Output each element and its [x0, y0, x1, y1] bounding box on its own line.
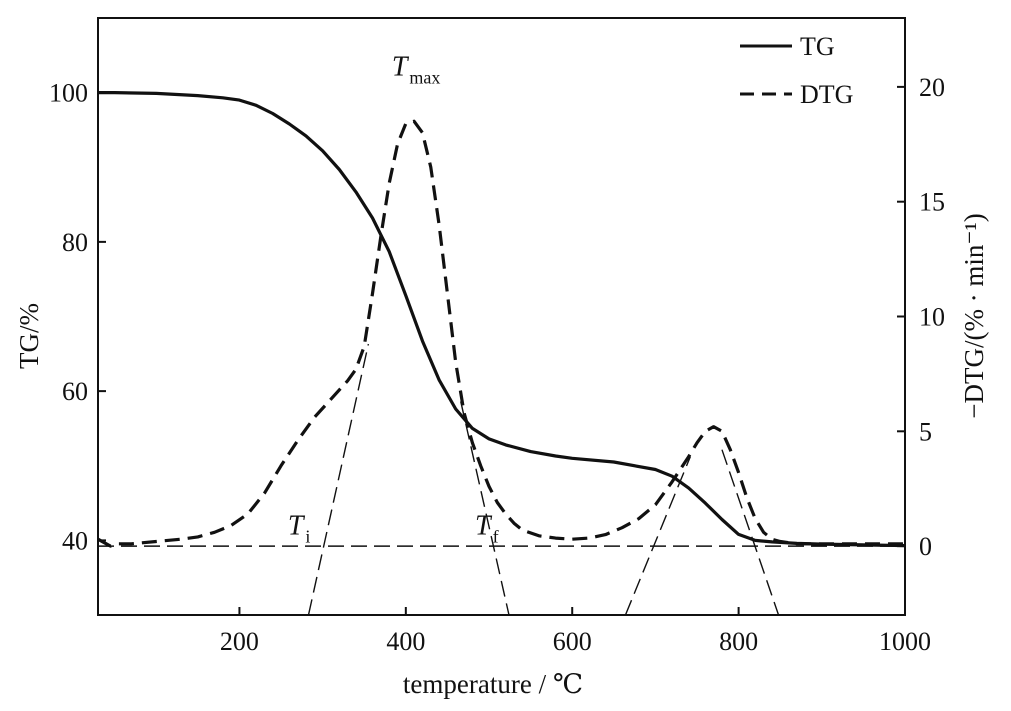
y2-tick-label: 10 — [919, 303, 945, 332]
tangent-line-4 — [721, 449, 780, 616]
tangent-line-2 — [460, 401, 510, 616]
x-tick-label: 800 — [719, 627, 758, 656]
tangent-line-3 — [624, 456, 692, 616]
y-tick-label: 80 — [62, 228, 88, 257]
x-tick-label: 400 — [386, 627, 425, 656]
x-tick-label: 1000 — [879, 627, 931, 656]
y-tick-label: 100 — [49, 79, 88, 108]
x-tick-label: 600 — [553, 627, 592, 656]
series-dtg-line — [97, 119, 905, 548]
y2-tick-label: 15 — [919, 188, 945, 217]
y2-tick-label: 20 — [919, 73, 945, 102]
plot-frame — [97, 17, 906, 616]
y2-tick-label: 5 — [919, 417, 932, 446]
y-tick-label: 40 — [62, 526, 88, 555]
tangent-line-1 — [307, 343, 370, 616]
legend-dtg-label: DTG — [800, 80, 853, 109]
y2-tick-label: 0 — [919, 532, 932, 561]
legend: TG DTG — [740, 32, 853, 109]
x-tick-label: 200 — [220, 627, 259, 656]
x-axis-title: temperature / ℃ — [403, 669, 583, 699]
y-tick-label: 60 — [62, 377, 88, 406]
y2-axis-title: −DTG/(% · min⁻¹) — [959, 213, 989, 419]
y-axis-title: TG/% — [14, 303, 44, 369]
legend-tg-label: TG — [800, 32, 835, 61]
series-tg-line — [98, 90, 906, 548]
series-layer — [97, 90, 906, 548]
construction-lines — [98, 343, 905, 616]
